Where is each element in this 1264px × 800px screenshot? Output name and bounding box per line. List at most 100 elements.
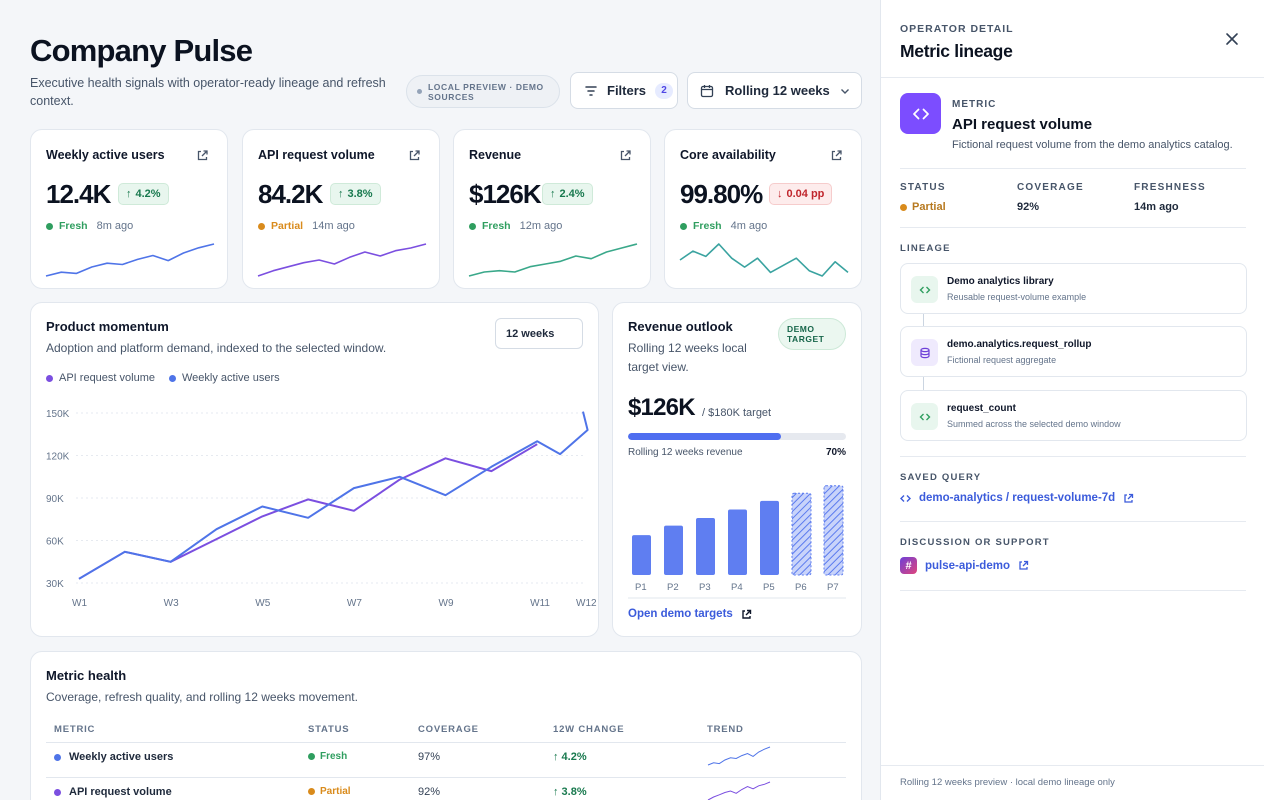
bar-category-label: P5 [763,582,775,593]
page-subtitle: Executive health signals with operator-r… [30,76,386,108]
page-title: Company Pulse [30,33,253,68]
date-range-select[interactable]: Rolling 12 weeks [687,72,862,109]
calendar-icon [700,84,714,97]
series-dot-icon [54,788,61,796]
code-icon [900,494,911,502]
date-range-label: Rolling 12 weeks [725,83,830,98]
kpi-value: 84.2K [258,179,323,209]
kpi-value: 99.80% [680,179,763,209]
kpi-status-text: Partial [271,220,304,232]
stat-status-text: Partial [912,201,946,213]
bar-category-label: P3 [699,582,711,593]
kpi-status: Partial 14m ago [258,220,355,232]
operator-detail-panel: OPERATOR DETAIL Metric lineage METRIC AP… [880,0,1264,800]
lineage-node[interactable]: demo.analytics.request_rollup Fictional r… [900,326,1247,377]
panel-footer: Rolling 12 weeks preview · local demo li… [900,777,1115,788]
kpi-updated-ago: 8m ago [96,220,134,232]
kpi-sparkline [468,243,638,277]
kpi-status-text: Fresh [693,220,722,232]
kpi-card: API request volume 84.2K ↑ 3.8% Partial 14m a… [242,129,440,289]
kpi-label: Core availability [680,148,776,162]
kpi-delta-badge: ↓ 0.04 pp [769,183,833,205]
coverage-cell: 92% [418,786,441,798]
sparkline-path [468,243,638,277]
panel-title: Metric lineage [900,41,1013,61]
revenue-bar [791,492,812,576]
kpi-card: Revenue $126K ↑ 2.4% Fresh 12m ago [453,129,651,289]
external-link-icon[interactable] [830,149,843,162]
status-dot-icon [417,89,422,94]
status-dot-icon [308,753,315,760]
kpi-status-text: Fresh [59,220,88,232]
kpi-delta-value: 0.04 pp [786,188,825,200]
momentum-line-chart: 30K 60K 90K 120K 150K W1 W3 W5 W7 W9 W11 W12 [46,409,597,609]
panel-divider [900,521,1246,522]
trend-path [707,746,771,766]
metric-name: API request volume [952,116,1093,133]
saved-query-link[interactable]: demo-analytics / request-volume-7d [900,492,1134,504]
status-cell: Fresh [308,751,347,762]
x-tick-label: W5 [255,598,270,609]
lineage-node[interactable]: request_count Summed across the selected … [900,390,1247,441]
y-tick-label: 60K [46,537,64,548]
panel-divider [900,227,1246,228]
y-tick-label: 150K [46,409,70,420]
revenue-subtitle: Rolling 12 weeks local target view. [628,341,747,374]
dashboard-main: Company Pulse Executive health signals w… [30,33,862,800]
metric-health-subtitle: Coverage, refresh quality, and rolling 1… [46,690,358,704]
status-dot-icon [469,222,476,230]
demo-target-badge: DEMO TARGET [778,318,846,350]
lineage-node-subtitle: Fictional request aggregate [947,355,1057,365]
metric-health-title: Metric health [46,668,127,683]
status-text: Fresh [320,751,348,762]
product-momentum-card: Product momentum Adoption and platform d… [30,302,599,637]
kpi-sparkline [45,243,215,277]
table-divider [46,777,846,778]
open-demo-targets-link[interactable]: Open demo targets [628,608,752,620]
arrow-down-icon: ↓ [777,188,783,200]
panel-divider [900,590,1246,591]
filters-button[interactable]: Filters 2 [570,72,678,109]
legend-item-api: API request volume [46,372,155,384]
kpi-updated-ago: 14m ago [312,220,355,232]
hash-channel-icon: # [900,557,917,574]
table-divider [46,742,846,743]
status-text: Partial [320,786,351,797]
progress-label: Rolling 12 weeks revenue [628,447,743,458]
kpi-value: 12.4K [46,179,111,209]
revenue-target: / $180K target [702,407,772,419]
revenue-progress-bar [628,433,846,440]
discussion-label: DISCUSSION OR SUPPORT [900,537,1050,548]
kpi-status: Fresh 8m ago [46,220,133,232]
source-pill: LOCAL PREVIEW · DEMO SOURCES [406,75,560,108]
col-header-coverage: COVERAGE [418,724,479,735]
metric-kicker: METRIC [952,99,997,110]
metric-description: Fictional request volume from the demo a… [952,139,1233,151]
panel-kicker: OPERATOR DETAIL [900,23,1014,35]
kpi-sparkline [679,243,849,277]
metric-name: Weekly active users [69,751,174,763]
momentum-subtitle: Adoption and platform demand, indexed to… [46,341,387,355]
revenue-bar [823,485,844,576]
momentum-window-select[interactable]: 12 weeks [495,318,583,349]
series-dot-icon [54,753,61,761]
external-link-icon[interactable] [408,149,421,162]
col-header-status: STATUS [308,724,350,735]
discussion-link[interactable]: # pulse-api-demo [900,557,1029,574]
close-icon[interactable] [1224,31,1240,47]
y-tick-label: 120K [46,452,70,463]
external-link-icon[interactable] [196,149,209,162]
lineage-connector [923,314,924,327]
change-cell: ↑ 4.2% [553,751,587,763]
external-link-icon[interactable] [619,149,632,162]
coverage-cell: 97% [418,751,441,763]
legend-swatch [169,374,176,382]
y-tick-label: 90K [46,494,64,505]
kpi-label: Revenue [469,148,522,162]
lineage-node[interactable]: Demo analytics library Reusable request-v… [900,263,1247,314]
filters-count-badge: 2 [655,82,674,99]
legend-item-wau: Weekly active users [169,372,280,384]
arrow-up-icon: ↑ [338,188,344,200]
revenue-bar-chart: P1 P2 P3 P4 P5 P6 P7 [628,485,846,599]
stat-label-status: STATUS [900,182,946,193]
